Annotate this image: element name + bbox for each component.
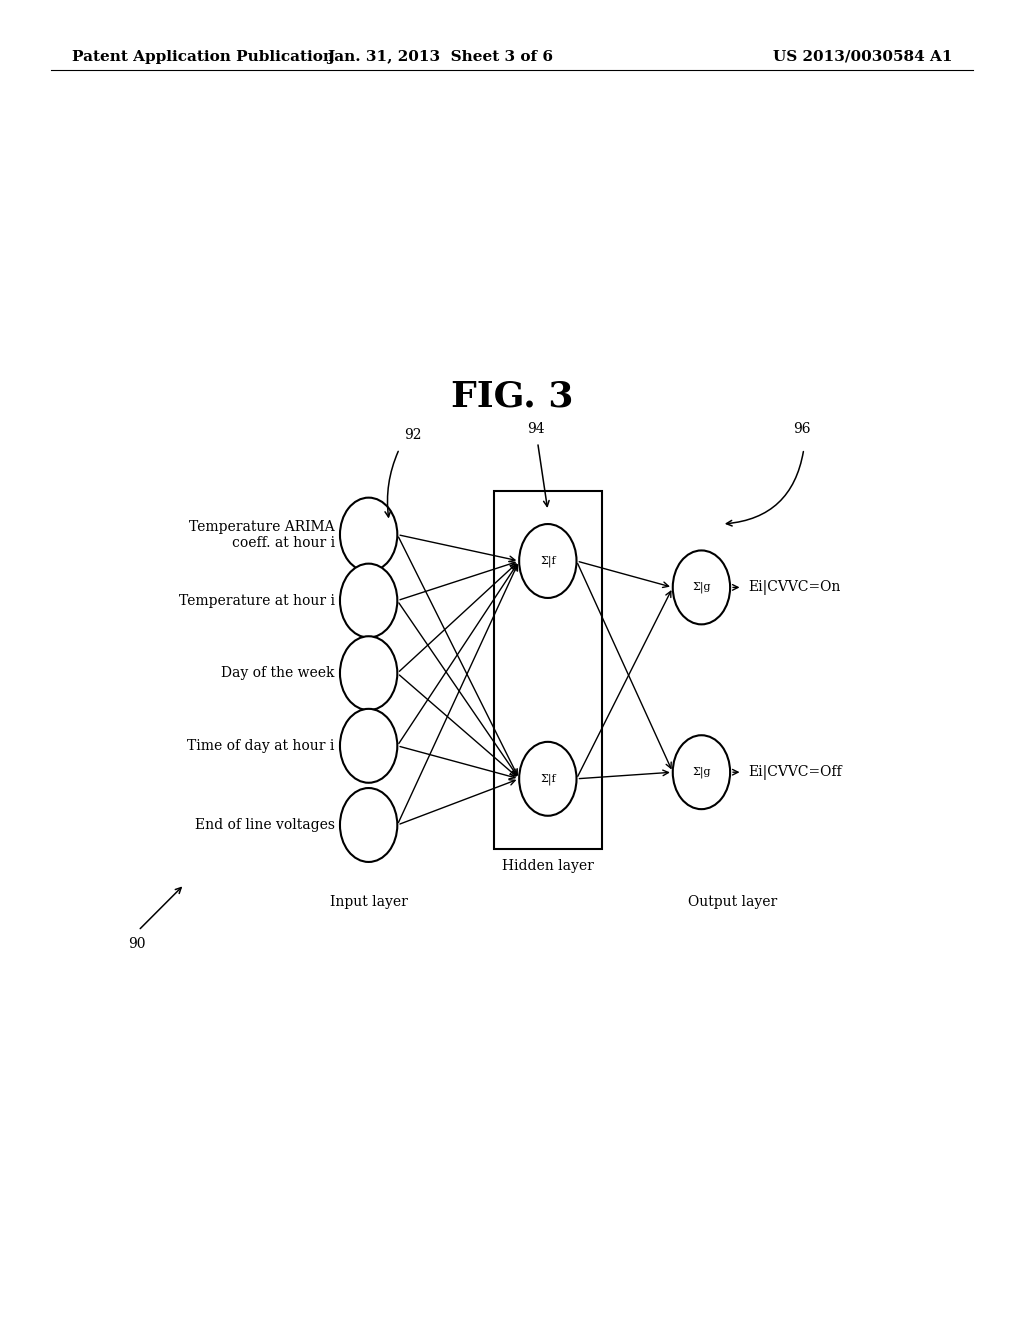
Text: Input layer: Input layer xyxy=(330,895,408,909)
Text: 94: 94 xyxy=(527,421,545,436)
Text: Day of the week: Day of the week xyxy=(221,667,335,680)
Text: Ei|CVVC=On: Ei|CVVC=On xyxy=(749,579,841,595)
Text: Temperature ARIMA
coeff. at hour i: Temperature ARIMA coeff. at hour i xyxy=(189,520,335,549)
Text: FIG. 3: FIG. 3 xyxy=(451,379,573,413)
Circle shape xyxy=(519,742,577,816)
Text: Jan. 31, 2013  Sheet 3 of 6: Jan. 31, 2013 Sheet 3 of 6 xyxy=(328,50,553,63)
Text: 90: 90 xyxy=(128,937,145,952)
Text: Temperature at hour i: Temperature at hour i xyxy=(179,594,335,607)
Circle shape xyxy=(340,498,397,572)
Text: 96: 96 xyxy=(794,421,811,436)
Text: Σ|g: Σ|g xyxy=(692,582,711,593)
Circle shape xyxy=(340,564,397,638)
Text: Hidden layer: Hidden layer xyxy=(502,859,594,874)
Bar xyxy=(494,491,602,849)
Text: Σ|g: Σ|g xyxy=(692,767,711,777)
Text: 92: 92 xyxy=(404,428,422,442)
Circle shape xyxy=(340,788,397,862)
Circle shape xyxy=(673,735,730,809)
Text: Patent Application Publication: Patent Application Publication xyxy=(72,50,334,63)
Circle shape xyxy=(340,709,397,783)
Text: Output layer: Output layer xyxy=(687,895,777,909)
Text: Σ|f: Σ|f xyxy=(540,556,556,566)
Text: Time of day at hour i: Time of day at hour i xyxy=(187,739,335,752)
Circle shape xyxy=(340,636,397,710)
Circle shape xyxy=(519,524,577,598)
Text: Σ|f: Σ|f xyxy=(540,774,556,784)
Text: US 2013/0030584 A1: US 2013/0030584 A1 xyxy=(773,50,952,63)
Text: Ei|CVVC=Off: Ei|CVVC=Off xyxy=(749,764,842,780)
Text: End of line voltages: End of line voltages xyxy=(195,818,335,832)
Circle shape xyxy=(673,550,730,624)
